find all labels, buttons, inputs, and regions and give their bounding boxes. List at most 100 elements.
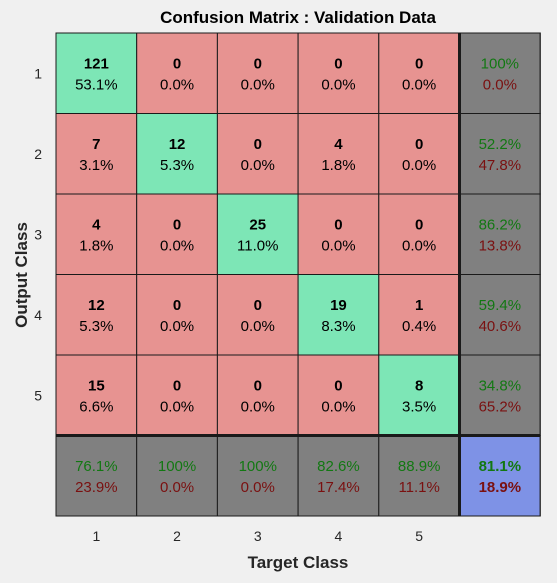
cell-percent: 0.0%	[321, 76, 355, 93]
column-summary-wrong: 17.4%	[317, 479, 360, 496]
overall-correct: 81.1%	[479, 458, 522, 475]
cell-percent: 11.0%	[237, 237, 278, 254]
cell-count: 0	[415, 216, 423, 233]
matrix-border	[55, 32, 541, 517]
matrix-cell	[55, 32, 138, 114]
cell-count: 15	[88, 377, 105, 394]
matrix-cell	[55, 274, 138, 356]
cell-count: 0	[254, 297, 262, 314]
overall-wrong: 18.9%	[479, 479, 522, 496]
row-summary-wrong: 13.8%	[479, 237, 522, 254]
matrix-cell	[297, 32, 380, 114]
row-summary-correct: 59.4%	[479, 297, 522, 314]
cell-percent: 0.4%	[402, 318, 436, 335]
matrix-cell	[378, 274, 460, 356]
x-tick-label: 4	[335, 528, 343, 544]
x-tick-label: 2	[173, 528, 181, 544]
matrix-grid: 12153.1%00.0%00.0%00.0%00.0%100%0.0%73.1…	[34, 32, 541, 544]
cell-count: 12	[169, 136, 186, 153]
row-summary-wrong: 40.6%	[479, 318, 522, 335]
cell-count: 0	[415, 136, 423, 153]
column-summary-cell	[55, 435, 138, 517]
matrix-cell	[216, 274, 299, 356]
x-tick-label: 5	[415, 528, 423, 544]
cell-percent: 8.3%	[321, 318, 355, 335]
cell-count: 0	[173, 216, 181, 233]
matrix-cell	[378, 354, 460, 436]
x-axis-label: Target Class	[248, 553, 349, 572]
cell-percent: 5.3%	[79, 318, 113, 335]
cell-percent: 0.0%	[241, 76, 275, 93]
cell-percent: 6.6%	[79, 398, 113, 415]
column-summary-wrong: 0.0%	[160, 479, 194, 496]
matrix-cell	[216, 354, 299, 436]
cell-count: 0	[254, 377, 262, 394]
cell-count: 0	[415, 55, 423, 72]
cell-percent: 0.0%	[402, 76, 436, 93]
matrix-cell	[297, 113, 380, 195]
matrix-cell	[136, 274, 218, 356]
cell-percent: 0.0%	[321, 237, 355, 254]
row-summary-cell	[459, 274, 541, 356]
cell-count: 19	[330, 297, 347, 314]
overall-accuracy-cell	[459, 435, 541, 517]
cell-count: 0	[334, 55, 342, 72]
column-summary-wrong: 23.9%	[75, 479, 118, 496]
matrix-cell	[216, 113, 299, 195]
cell-percent: 3.5%	[402, 398, 436, 415]
row-summary-cell	[459, 113, 541, 195]
cell-percent: 1.8%	[79, 237, 113, 254]
chart-title: Confusion Matrix : Validation Data	[160, 8, 436, 27]
cell-percent: 0.0%	[402, 157, 436, 174]
cell-count: 25	[249, 216, 266, 233]
y-axis-label: Output Class	[12, 222, 31, 328]
cell-percent: 0.0%	[160, 76, 194, 93]
column-summary-cell	[136, 435, 218, 517]
column-summary-cell	[216, 435, 299, 517]
column-summary-correct: 82.6%	[317, 458, 360, 475]
column-summary-wrong: 11.1%	[398, 479, 439, 496]
matrix-cell	[297, 274, 380, 356]
cell-percent: 53.1%	[75, 76, 118, 93]
row-summary-correct: 86.2%	[479, 216, 522, 233]
cell-count: 0	[173, 55, 181, 72]
row-summary-cell	[459, 32, 541, 114]
row-summary-correct: 100%	[481, 55, 519, 72]
column-summary-correct: 100%	[239, 458, 277, 475]
matrix-cell	[378, 113, 460, 195]
matrix-cell	[55, 113, 138, 195]
row-summary-correct: 34.8%	[479, 377, 522, 394]
cell-percent: 0.0%	[241, 398, 275, 415]
x-tick-label: 1	[92, 528, 100, 544]
matrix-cell	[136, 113, 218, 195]
row-summary-wrong: 47.8%	[479, 157, 522, 174]
matrix-cell	[378, 193, 460, 275]
matrix-cell	[136, 193, 218, 275]
matrix-cell	[55, 193, 138, 275]
cell-percent: 3.1%	[79, 157, 113, 174]
y-tick-label: 1	[34, 65, 42, 81]
cell-percent: 0.0%	[160, 318, 194, 335]
y-tick-label: 4	[34, 307, 42, 323]
matrix-cell	[136, 354, 218, 436]
row-summary-wrong: 65.2%	[479, 398, 522, 415]
cell-count: 0	[254, 55, 262, 72]
matrix-cell	[55, 354, 138, 436]
matrix-cell	[216, 193, 299, 275]
cell-count: 1	[415, 297, 423, 314]
row-summary-wrong: 0.0%	[483, 76, 517, 93]
cell-percent: 1.8%	[321, 157, 355, 174]
cell-count: 121	[84, 55, 109, 72]
matrix-cell	[378, 32, 460, 114]
matrix-cell	[297, 193, 380, 275]
cell-percent: 0.0%	[321, 398, 355, 415]
cell-percent: 0.0%	[241, 318, 275, 335]
column-summary-correct: 76.1%	[75, 458, 118, 475]
cell-percent: 0.0%	[160, 237, 194, 254]
y-tick-label: 3	[34, 226, 42, 242]
y-tick-label: 5	[34, 387, 42, 403]
cell-percent: 0.0%	[241, 157, 275, 174]
cell-count: 4	[92, 216, 101, 233]
cell-count: 8	[415, 377, 423, 394]
